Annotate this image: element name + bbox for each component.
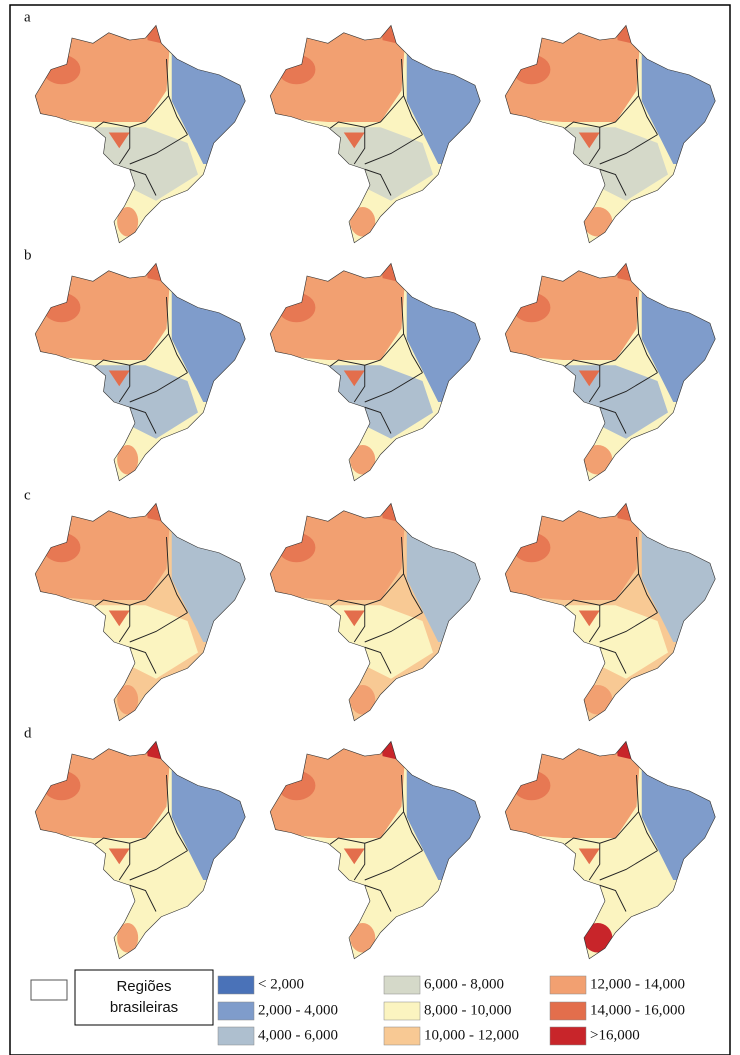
legend-swatch [384,1002,420,1020]
zone [278,55,316,84]
zone [350,685,375,714]
legend-swatch [384,1027,420,1045]
zone [381,495,400,521]
brazil-map [265,733,496,975]
zone [616,255,635,281]
zone [278,533,316,562]
panel-label: a [24,9,31,25]
legend-swatch [218,1002,254,1020]
zone [583,685,612,714]
map-fill [265,495,496,737]
brazil-map [30,495,261,737]
zone [350,445,375,474]
zone [278,771,316,800]
figure: a b c d Regiões brasileiras < 2,000 2,000 - … [0,0,740,1055]
map-fill [500,733,731,975]
zone [146,17,165,43]
legend-swatch [550,1002,586,1020]
map-fill [500,255,731,497]
zone [146,495,165,521]
zone [146,255,165,281]
map-fill [30,733,261,975]
legend: Regiões brasileiras < 2,000 2,000 - 4,000… [31,970,685,1045]
legend-label: 4,000 - 6,000 [258,1027,338,1043]
legend-label: 6,000 - 8,000 [424,976,504,992]
maps: a b c d [24,9,731,974]
zone [616,17,635,43]
zone [583,923,612,952]
zone [583,445,612,474]
map-fill [265,255,496,497]
zone [616,733,635,759]
legend-label: < 2,000 [258,976,304,992]
map-fill [30,255,261,497]
legend-label: 10,000 - 12,000 [424,1027,519,1043]
zone [278,293,316,322]
region-label: brasileiras [110,999,178,1016]
legend-label: 14,000 - 16,000 [590,1002,685,1018]
map-fill [500,17,731,259]
zone [583,207,612,236]
legend-swatch [218,976,254,994]
legend-label: >16,000 [590,1027,640,1043]
legend-label: 8,000 - 10,000 [424,1002,512,1018]
brazil-map [30,255,261,497]
zone [381,17,400,43]
panel-label: d [24,725,32,741]
map-fill [500,495,731,737]
brazil-map [500,255,731,497]
zone [616,495,635,521]
map-fill [30,17,261,259]
legend-swatch [218,1027,254,1045]
zone [513,771,551,800]
zone [513,293,551,322]
brazil-map [500,495,731,737]
brazil-map [265,255,496,497]
map-fill [265,17,496,259]
zone [43,533,81,562]
zone [146,733,165,759]
panel-label: b [24,247,32,263]
zone [350,923,375,952]
zone [43,293,81,322]
zone [43,771,81,800]
region-label: Regiões [116,978,171,995]
brazil-map [500,733,731,975]
region-swatch [31,980,67,1000]
panel-label: c [24,487,31,503]
map-fill [265,733,496,975]
brazil-map [30,733,261,975]
brazil-map [265,17,496,259]
brazil-map [265,495,496,737]
zone [350,207,375,236]
legend-swatch [550,1027,586,1045]
brazil-map [30,17,261,259]
map-fill [30,495,261,737]
zone [513,533,551,562]
legend-label: 12,000 - 14,000 [590,976,685,992]
legend-swatch [384,976,420,994]
zone [381,733,400,759]
legend-swatch [550,976,586,994]
legend-label: 2,000 - 4,000 [258,1002,338,1018]
zone [513,55,551,84]
brazil-map [500,17,731,259]
zone [381,255,400,281]
zone [43,55,81,84]
